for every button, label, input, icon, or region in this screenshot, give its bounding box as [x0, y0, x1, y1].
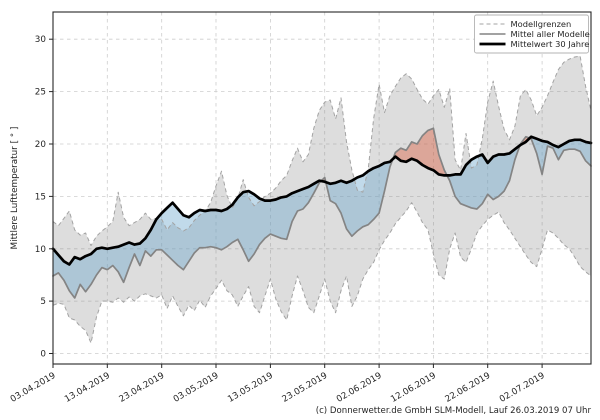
x-tick-label: 23.04.2019 — [118, 371, 167, 405]
legend-label: Mittelwert 30 Jahre — [511, 39, 590, 49]
cooler-than-normal-fill — [53, 180, 322, 298]
x-tick-label: 02.07.2019 — [498, 371, 547, 405]
y-tick-label: 30 — [35, 35, 47, 45]
y-tick-label: 5 — [40, 297, 46, 307]
x-tick-label: 13.05.2019 — [226, 371, 275, 405]
x-tick-label: 02.06.2019 — [335, 371, 384, 405]
x-tick-label: 23.05.2019 — [281, 371, 330, 405]
x-tick-label: 13.04.2019 — [63, 371, 112, 405]
y-tick-label: 0 — [40, 350, 46, 360]
y-tick-label: 20 — [35, 140, 47, 150]
plot-border — [52, 11, 592, 365]
y-tick-label: 10 — [35, 245, 47, 255]
legend-label: Mittel aller Modelle — [511, 29, 590, 39]
warmer-than-normal-fill — [392, 128, 447, 176]
model-range-band — [53, 56, 591, 343]
x-tick-label: 12.06.2019 — [389, 371, 438, 405]
legend-label: Modellgrenzen — [511, 19, 572, 29]
y-axis-label: Mittlere Lufttemperatur [ ° ] — [10, 127, 20, 250]
copyright-caption: (c) Donnerwetter.de GmbH SLM-Modell, Lau… — [316, 406, 592, 416]
model-range-lower-line — [52, 202, 592, 344]
y-tick-label: 15 — [35, 192, 46, 202]
y-tick-label: 25 — [35, 88, 46, 98]
x-tick-label: 03.05.2019 — [172, 371, 221, 405]
x-tick-label: 03.04.2019 — [9, 371, 58, 405]
climate-mean-line — [51, 135, 593, 266]
x-tick-label: 22.06.2019 — [444, 371, 493, 405]
